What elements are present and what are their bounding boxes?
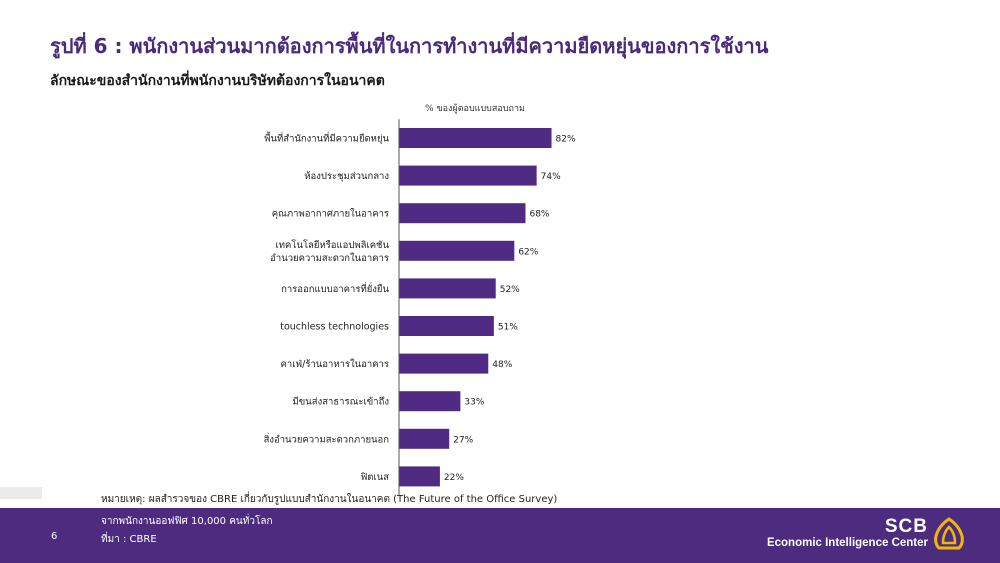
bar-8 (399, 391, 461, 412)
value-label: 33% (464, 398, 484, 408)
category-label: การออกแบบอาคารที่ยั่งยืน (281, 282, 389, 295)
source-text: ที่มา : CBRE (101, 534, 157, 545)
bar-1 (399, 128, 552, 148)
value-label: 52% (500, 285, 520, 295)
category-label: พื้นที่สำนักงานที่มีความยืดหยุ่น (264, 132, 389, 145)
bar-10 (399, 466, 440, 487)
value-label: 74% (541, 172, 561, 182)
decorative-gray-box (0, 487, 42, 499)
category-label: ห้องประชุมส่วนกลาง (304, 171, 389, 182)
value-label: 62% (518, 247, 538, 257)
footer-band (0, 508, 1000, 563)
bar-2 (399, 165, 537, 186)
category-label: อำนวยความสะดวกในอาคาร (270, 252, 389, 264)
bar-4 (399, 240, 515, 261)
value-axis-caption: % ของผู้ตอบแบบสอบถาม (425, 104, 525, 114)
bar-5 (399, 278, 496, 299)
value-label: 68% (529, 210, 549, 220)
bar-3 (399, 203, 526, 224)
category-label: ฟิตเนส (360, 472, 389, 483)
category-label: สิ่งอำนวยความสะดวกภายนอก (263, 432, 389, 445)
category-label: เทคโนโลยีหรือแอปพลิเคชัน (275, 239, 389, 251)
bar-chart: 82% พื้นที่สำนักงานที่มีความยืดหยุ่น 74% ห้… (263, 119, 576, 496)
scb-shell-icon (934, 517, 964, 550)
value-label: 27% (453, 435, 473, 445)
category-label: touchless technologies (280, 322, 389, 333)
value-label: 48% (492, 360, 512, 370)
category-label: มีขนส่งสาธารณะเข้าถึง (293, 396, 389, 408)
note-text: หมายเหตุ: ผลสำรวจของ CBRE เกี่ยวกับรูปแบ… (101, 494, 558, 505)
chart-subtitle: ลักษณะของสำนักงานที่พนักงานบริษัทต้องการ… (50, 73, 385, 89)
category-label: คุณภาพอากาศภายในอาคาร (272, 208, 389, 220)
bar-9 (399, 428, 450, 449)
bars-group: 82% พื้นที่สำนักงานที่มีความยืดหยุ่น 74% ห้… (263, 128, 576, 487)
note-sample-text: จากพนักงานออฟฟิศ 10,000 คนทั่วโลก (101, 516, 273, 527)
brand-subtitle: Economic Intelligence Center (766, 537, 928, 549)
value-label: 82% (556, 135, 576, 145)
brand-name: SCB (884, 516, 928, 537)
value-label: 51% (498, 323, 518, 333)
value-label: 22% (444, 473, 464, 483)
bar-7 (399, 353, 489, 374)
page-number: 6 (51, 531, 58, 542)
page-title: รูปที่ 6 : พนักงานส่วนมากต้องการพื้นที่ใ… (50, 34, 769, 58)
bar-6 (399, 316, 494, 336)
category-label: คาเฟ่/ร้านอาหารในอาคาร (281, 358, 390, 370)
